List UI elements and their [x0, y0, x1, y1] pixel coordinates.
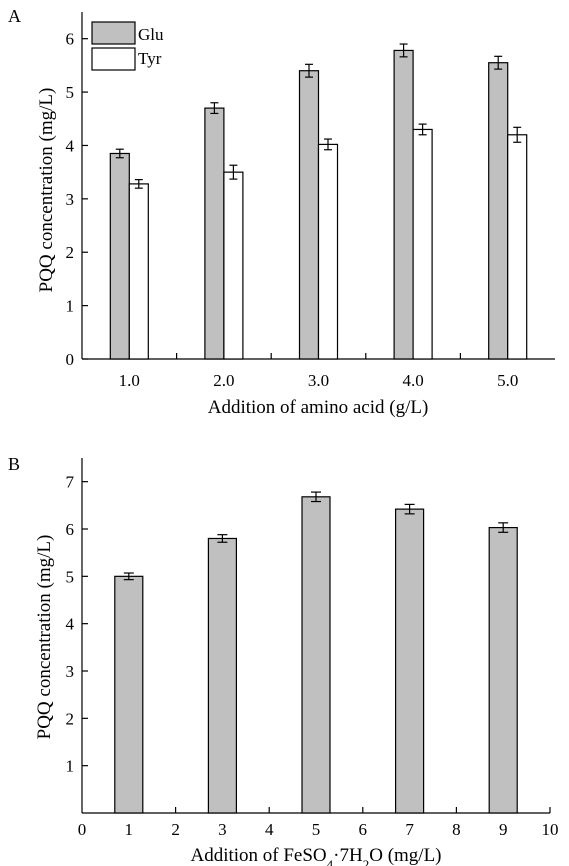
panel-a-x-tick-label: 1.0 — [119, 371, 140, 390]
panel-b-y-tick-label: 6 — [66, 520, 75, 539]
panel-b-letter: B — [8, 454, 20, 474]
panel-b-x-tick-label: 0 — [78, 820, 87, 839]
panel-b-y-tick-label: 2 — [66, 709, 75, 728]
panel-a-bar-glu — [298, 70, 320, 360]
panel-a-bars — [109, 43, 528, 360]
panel-b-y-tick-label: 7 — [66, 473, 75, 492]
panel-b-x-label-sub1: 4 — [327, 857, 334, 866]
panel-a-x-tick-label: 3.0 — [308, 371, 329, 390]
panel-b-bar — [488, 526, 518, 814]
panel-a-x-tick-label: 2.0 — [213, 371, 234, 390]
panel-b-x-label-pre: Addition of FeSO — [190, 845, 326, 866]
panel-a-bar-tyr — [412, 128, 433, 360]
panel-b-x-label-mid: ·7H — [333, 845, 363, 866]
panel-a-y-tick-label: 2 — [66, 243, 75, 262]
panel-a-bar-glu — [393, 49, 414, 360]
panel-b-x-tick-label: 5 — [312, 820, 321, 839]
panel-a-y-tick-label: 1 — [66, 297, 75, 316]
panel-a-y-tick-label: 5 — [66, 83, 75, 102]
panel-b-x-axis-label: Addition of FeSO4·7H2O (mg/L) — [190, 845, 441, 866]
panel-a-letter: A — [8, 6, 21, 26]
panel-b-x-tick-label: 3 — [218, 820, 227, 839]
panel-a-bar-tyr — [507, 134, 528, 360]
panel-a-bar-tyr — [317, 143, 339, 360]
panel-a-ticks: 0 1 2 3 4 5 6 1.0 2.0 3.0 4.0 5.0 — [66, 30, 519, 390]
panel-a-y-tick-label: 0 — [66, 350, 75, 369]
panel-a-x-axis-label: Addition of amino acid (g/L) — [208, 397, 429, 418]
panel-b-x-tick-label: 8 — [452, 820, 461, 839]
legend-swatch-tyr — [91, 47, 136, 71]
panel-b-bar — [395, 508, 425, 814]
panel-b-x-tick-label: 4 — [265, 820, 274, 839]
panel-b-x-label-sub2: 2 — [363, 857, 370, 866]
panel-a-x-tick-label: 4.0 — [402, 371, 423, 390]
legend-label-glu: Glu — [138, 25, 164, 44]
panel-b-bar — [301, 496, 331, 814]
panel-b-y-tick-label: 4 — [66, 615, 75, 634]
panel-a-legend: Glu Tyr — [91, 21, 164, 71]
panel-a-y-axis-label: PQQ concentration (mg/L) — [36, 88, 57, 293]
panel-a-bar-tyr — [223, 171, 244, 360]
panel-b-y-tick-label: 1 — [66, 757, 75, 776]
panel-a-y-tick-label: 4 — [66, 136, 75, 155]
panel-a-bar-glu — [488, 62, 509, 360]
panel-a-bar-tyr — [128, 183, 149, 360]
panel-b-x-tick-label: 7 — [405, 820, 414, 839]
panel-b-y-axis-label: PQQ concentration (mg/L) — [34, 535, 55, 740]
panel-a-y-tick-label: 6 — [66, 30, 75, 49]
panel-b-y-tick-label: 3 — [66, 662, 75, 681]
panel-b-bars — [114, 491, 518, 814]
panel-b-x-tick-label: 9 — [499, 820, 508, 839]
panel-b-x-tick-label: 6 — [359, 820, 368, 839]
panel-a-y-tick-label: 3 — [66, 190, 75, 209]
panel-a-bar-glu — [204, 107, 225, 360]
panel-b-bar — [114, 575, 144, 814]
legend-label-tyr: Tyr — [138, 49, 162, 68]
panel-a-x-tick-label: 5.0 — [497, 371, 518, 390]
panel-b-x-tick-label: 10 — [542, 820, 559, 839]
panel-b-bar — [207, 537, 237, 814]
panel-b-x-tick-label: 1 — [125, 820, 134, 839]
panel-a-bar-glu — [109, 152, 130, 360]
legend-swatch-glu — [91, 21, 136, 45]
panel-b-y-tick-label: 5 — [66, 567, 75, 586]
panel-b-x-label-post: O (mg/L) — [369, 845, 441, 866]
panel-b-x-tick-label: 2 — [171, 820, 180, 839]
